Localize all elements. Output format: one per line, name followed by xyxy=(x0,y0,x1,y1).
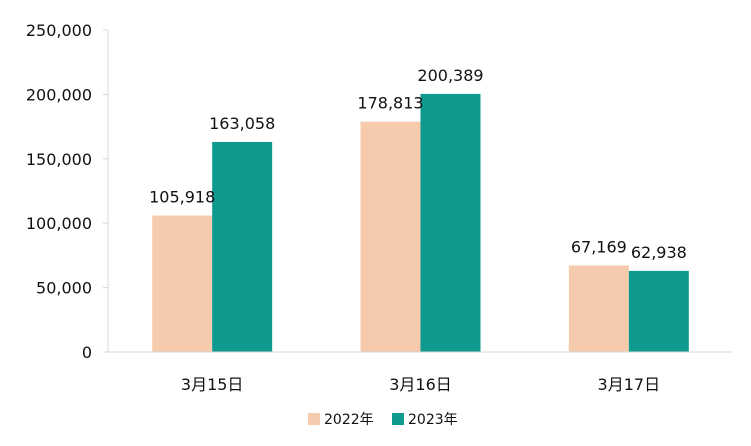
x-category-label: 3月15日 xyxy=(181,375,244,394)
data-label: 178,813 xyxy=(357,94,423,113)
bar-series1 xyxy=(568,265,629,352)
y-tick-label: 250,000 xyxy=(26,21,92,40)
data-label: 67,169 xyxy=(571,237,627,256)
bar-series2 xyxy=(212,141,273,352)
data-label: 163,058 xyxy=(209,114,275,133)
legend-swatch xyxy=(392,413,404,425)
x-category-label: 3月17日 xyxy=(598,375,661,394)
y-tick-label: 50,000 xyxy=(36,279,92,298)
x-category-label: 3月16日 xyxy=(389,375,452,394)
data-labels: 105,918 163,058 178,813 200,389 67,169 62,938 xyxy=(149,66,687,262)
bar-series1 xyxy=(360,121,421,352)
y-tick-label: 0 xyxy=(82,343,92,362)
bar-series1 xyxy=(152,215,213,352)
bar-series2 xyxy=(628,270,689,352)
bars xyxy=(152,93,689,352)
legend-swatch xyxy=(308,413,320,425)
data-label: 62,938 xyxy=(631,243,687,262)
bar-series2 xyxy=(420,93,481,352)
data-label: 200,389 xyxy=(417,66,483,85)
data-label: 105,918 xyxy=(149,188,215,207)
y-axis: 0 50,000 100,000 150,000 200,000 250,000 xyxy=(26,21,109,362)
y-tick-label: 100,000 xyxy=(26,214,92,233)
y-tick-label: 200,000 xyxy=(26,85,92,104)
legend: 2022年 2023年 xyxy=(308,412,458,428)
y-tick-label: 150,000 xyxy=(26,150,92,169)
legend-label: 2022年 xyxy=(324,412,374,428)
x-axis: 3月15日 3月16日 3月17日 xyxy=(108,351,733,394)
legend-label: 2023年 xyxy=(408,412,458,428)
